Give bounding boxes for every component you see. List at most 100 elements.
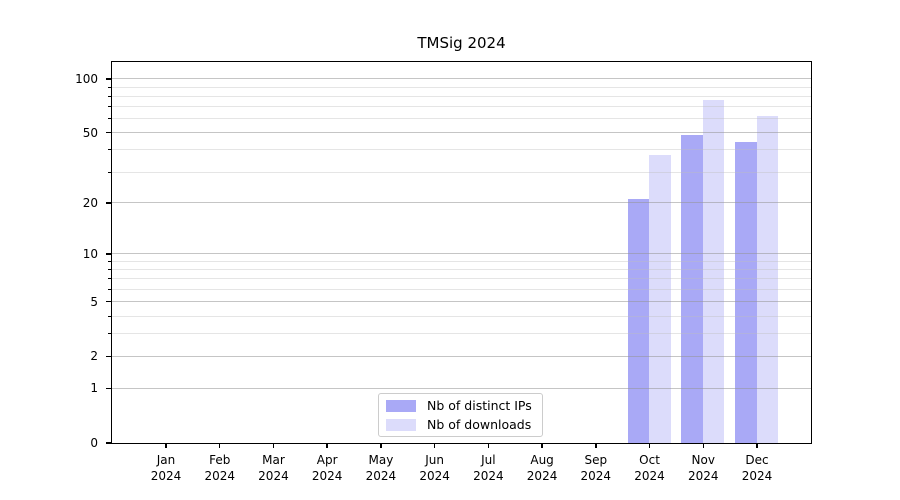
x-tick-month: Dec	[745, 453, 769, 467]
y-axis-tick	[106, 131, 111, 134]
x-tick-label: May 2024	[353, 452, 409, 484]
x-tick-month: Mar	[262, 453, 285, 467]
y-tick-label: 1	[90, 381, 98, 396]
y-axis-tick	[106, 355, 111, 358]
y-axis-tick	[106, 202, 111, 204]
legend-swatch-downloads	[386, 418, 416, 431]
legend-label-downloads: Nb of downloads	[427, 417, 532, 432]
x-tick-month: Sep	[584, 453, 608, 467]
y-axis-minor-tick	[108, 333, 111, 335]
gridline-major	[111, 132, 811, 134]
x-tick-label: Sep 2024	[568, 452, 624, 484]
gridline-minor	[111, 149, 811, 151]
y-axis-minor-tick	[108, 149, 111, 151]
gridline-minor	[111, 106, 811, 108]
y-axis-minor-tick	[108, 288, 111, 290]
x-tick-label: Feb 2024	[192, 452, 248, 484]
gridline-minor	[111, 260, 811, 262]
x-tick-label: Jun 2024	[407, 452, 463, 484]
y-tick-label: 2	[90, 349, 98, 364]
gridline-minor	[111, 269, 811, 271]
y-tick-label: 100	[75, 71, 98, 86]
x-tick-year: 2024	[741, 469, 773, 483]
x-tick-label: Oct 2024	[622, 452, 678, 484]
x-tick-year: 2024	[311, 469, 343, 483]
gridline-minor	[111, 118, 811, 120]
y-axis-minor-tick	[108, 260, 111, 262]
x-tick-year: 2024	[473, 469, 504, 483]
x-tick-month: Aug	[530, 453, 554, 467]
x-axis-tick	[702, 444, 705, 448]
y-axis-tick	[106, 442, 111, 444]
x-tick-label: Aug 2024	[514, 452, 570, 484]
y-axis-minor-tick	[108, 171, 111, 173]
y-axis-tick	[106, 78, 111, 80]
bar-distinct-ips	[735, 142, 757, 443]
gridline-minor	[111, 278, 811, 280]
x-tick-month: Feb	[209, 453, 231, 467]
x-tick-month: Nov	[691, 453, 715, 467]
bar-distinct-ips	[627, 198, 650, 443]
x-tick-year: 2024	[419, 469, 450, 483]
y-axis-minor-tick	[108, 118, 111, 120]
x-tick-year: 2024	[258, 469, 289, 483]
gridline-major	[111, 355, 811, 357]
gridline-minor	[111, 86, 811, 88]
x-axis-tick	[326, 444, 328, 448]
y-axis-minor-tick	[108, 95, 111, 97]
x-axis-tick	[756, 444, 758, 448]
x-tick-year: 2024	[204, 469, 235, 483]
x-tick-month: Jul	[481, 453, 496, 467]
x-tick-year: 2024	[580, 469, 612, 483]
x-axis-tick	[272, 444, 275, 448]
x-tick-year: 2024	[634, 469, 665, 483]
x-axis-tick	[487, 444, 490, 448]
gridline-major	[111, 78, 811, 80]
gridline-minor	[111, 171, 811, 173]
x-tick-month: Jan	[156, 453, 176, 467]
gridline-major	[111, 253, 811, 255]
y-tick-label: 20	[82, 195, 98, 210]
gridline-minor	[111, 95, 811, 97]
y-axis-minor-tick	[108, 278, 111, 280]
x-axis-tick	[218, 444, 221, 448]
gridline-major	[111, 202, 811, 204]
y-axis-minor-tick	[108, 86, 111, 88]
x-axis-tick	[165, 444, 167, 448]
chart-title: TMSig 2024	[417, 34, 506, 52]
x-tick-month: Jun	[425, 453, 444, 467]
y-axis-tick	[106, 253, 111, 255]
y-axis-tick	[106, 300, 111, 303]
x-axis-tick	[648, 444, 651, 448]
x-tick-month: May	[368, 453, 394, 467]
y-axis-minor-tick	[108, 269, 111, 271]
gridline-major	[111, 387, 811, 389]
legend-swatch-distinct-ips	[386, 399, 416, 412]
y-tick-label: 50	[82, 125, 98, 140]
x-tick-month: Oct	[639, 453, 660, 467]
x-axis-tick	[380, 444, 382, 448]
x-tick-month: Apr	[316, 453, 338, 467]
x-tick-label: Jul 2024	[460, 452, 516, 484]
bar-downloads	[702, 99, 725, 443]
legend-item-downloads: Nb of downloads	[386, 417, 542, 432]
gridline-minor	[111, 288, 811, 290]
x-tick-year: 2024	[526, 469, 558, 483]
legend-label-distinct-ips: Nb of distinct IPs	[427, 398, 532, 413]
y-tick-label: 10	[82, 246, 98, 261]
x-tick-label: Nov 2024	[675, 452, 731, 484]
x-tick-year: 2024	[687, 469, 719, 483]
y-tick-label: 0	[90, 436, 98, 450]
y-axis-minor-tick	[108, 106, 111, 108]
y-axis-minor-tick	[108, 315, 111, 317]
legend: Nb of distinct IPs Nb of downloads	[378, 393, 543, 437]
x-tick-label: Dec 2024	[729, 452, 785, 484]
bar-distinct-ips	[681, 135, 703, 443]
gridline-minor	[111, 315, 811, 317]
x-axis-tick	[595, 444, 597, 448]
x-tick-year: 2024	[150, 469, 182, 483]
x-axis-tick	[541, 444, 543, 448]
x-tick-year: 2024	[365, 469, 397, 483]
x-axis-tick	[433, 444, 436, 448]
